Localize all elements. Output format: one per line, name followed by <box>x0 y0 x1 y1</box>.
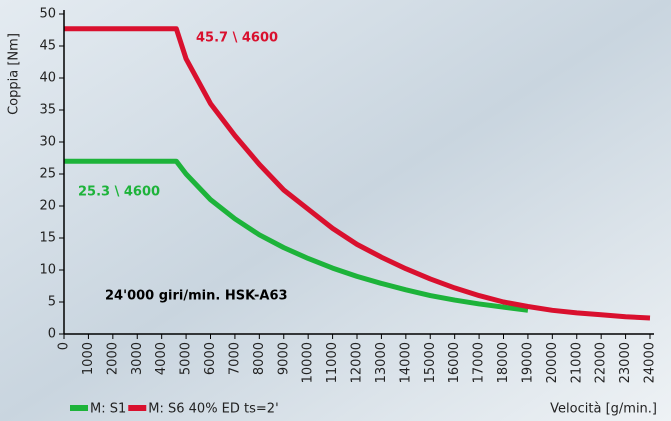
x-tick-label: 10000 <box>301 342 316 383</box>
y-tick-label: 25 <box>39 167 56 182</box>
x-tick-label: 18000 <box>496 342 511 383</box>
y-tick-label: 10 <box>39 263 56 278</box>
x-tick-label: 17000 <box>472 342 487 383</box>
y-tick-label: 45 <box>39 39 56 54</box>
legend-label: M: S6 40% ED ts=2' <box>148 402 278 417</box>
x-tick-label: 21000 <box>569 342 584 383</box>
annotation: 25.3 \ 4600 <box>78 185 160 200</box>
y-tick-label: 40 <box>39 71 56 86</box>
y-tick-label: 15 <box>39 231 56 246</box>
x-tick-label: 16000 <box>447 342 462 383</box>
x-tick-label: 3000 <box>130 342 145 375</box>
x-tick-label: 22000 <box>594 342 609 383</box>
x-tick-label: 7000 <box>227 342 242 375</box>
y-tick-label: 20 <box>39 199 56 214</box>
legend-label: M: S1 <box>90 402 126 417</box>
x-tick-label: 5000 <box>179 342 194 375</box>
x-tick-label: 4000 <box>154 342 169 375</box>
series-line <box>64 26 651 321</box>
x-tick-label: 24000 <box>643 342 658 383</box>
x-tick-label: 13000 <box>374 342 389 383</box>
y-tick-label: 30 <box>39 135 56 150</box>
annotation: 45.7 \ 4600 <box>196 31 278 46</box>
annotation: 24'000 giri/min. HSK-A63 <box>105 289 288 304</box>
y-tick-label: 35 <box>39 103 56 118</box>
x-tick-label: 11000 <box>325 342 340 383</box>
x-tick-label: 19000 <box>520 342 535 383</box>
y-tick-label: 0 <box>48 327 56 342</box>
x-tick-label: 6000 <box>203 342 218 375</box>
x-axis-title: Velocità [g/min.] <box>550 402 657 417</box>
y-axis-title: Coppia [Nm] <box>7 33 22 115</box>
x-tick-label: 2000 <box>105 342 120 375</box>
x-tick-label: 23000 <box>618 342 633 383</box>
x-tick-label: 15000 <box>423 342 438 383</box>
legend-swatch <box>128 405 147 411</box>
x-tick-label: 1000 <box>81 342 96 375</box>
y-tick-label: 5 <box>48 295 56 310</box>
x-tick-label: 0 <box>57 342 72 350</box>
series-line <box>64 158 529 313</box>
x-tick-label: 20000 <box>545 342 560 383</box>
x-tick-label: 12000 <box>350 342 365 383</box>
x-tick-label: 14000 <box>398 342 413 383</box>
x-tick-label: 9000 <box>276 342 291 375</box>
y-tick-label: 50 <box>39 7 56 22</box>
legend-swatch <box>70 405 88 411</box>
x-tick-label: 8000 <box>252 342 267 375</box>
